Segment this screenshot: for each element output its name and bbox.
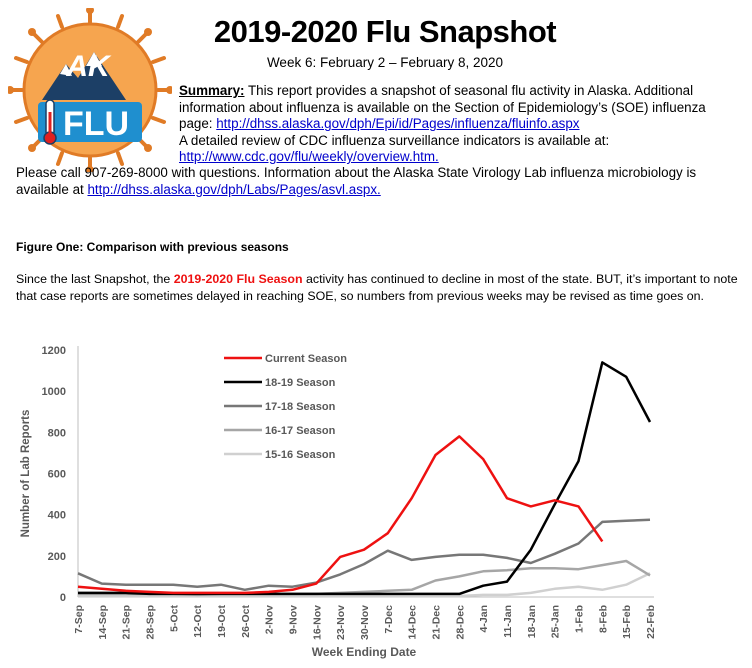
legend-entry: 17-18 Season bbox=[265, 401, 336, 413]
figure-text-after: activity has continued to decline in mos… bbox=[16, 272, 738, 303]
y-tick-label: 600 bbox=[48, 469, 66, 481]
x-tick-label: 23-Nov bbox=[335, 605, 347, 640]
flu-comparison-chart: 0 200 400 600 800 1000 1200 7-Sep 14-Sep 21-Sep 28… bbox=[20, 345, 657, 659]
y-tick-label: 200 bbox=[48, 551, 66, 563]
x-tick-label: 14-Dec bbox=[407, 605, 419, 640]
x-axis-title: Week Ending Date bbox=[312, 645, 417, 659]
x-tick-label: 4-Jan bbox=[478, 605, 490, 632]
x-tick-label: 19-Oct bbox=[216, 605, 228, 638]
x-tick-label: 8-Feb bbox=[597, 605, 609, 633]
x-tick-label: 18-Jan bbox=[526, 605, 538, 638]
series-line-17-18-season bbox=[77, 518, 651, 592]
x-tick-label: 30-Nov bbox=[359, 605, 371, 640]
y-tick-label: 0 bbox=[60, 592, 66, 604]
series-line-18-19-season bbox=[78, 361, 652, 596]
summary-label: Summary: bbox=[179, 83, 245, 98]
summary-text: This report provides a snapshot of seaso… bbox=[179, 83, 706, 131]
x-tick-label: 16-Nov bbox=[311, 605, 323, 640]
x-tick-label: 9-Nov bbox=[288, 605, 300, 634]
figure-description: Since the last Snapshot, the 2019-2020 F… bbox=[16, 271, 740, 304]
x-tick-label: 26-Oct bbox=[240, 605, 252, 638]
legend-entry: Current Season bbox=[265, 353, 347, 365]
x-tick-label: 12-Oct bbox=[192, 605, 204, 638]
series-line-16-17-season bbox=[78, 559, 651, 597]
x-tick-label: 7-Dec bbox=[383, 605, 395, 634]
logo-flu-text: FLU bbox=[63, 105, 129, 143]
cdc-overview-link[interactable]: http://www.cdc.gov/flu/weekly/overview.h… bbox=[179, 149, 439, 164]
contact-paragraph: Please call 907-269-8000 with questions.… bbox=[16, 165, 746, 198]
logo-ak-text: AK bbox=[65, 50, 112, 83]
x-tick-label: 21-Dec bbox=[431, 605, 443, 640]
x-tick-label: 28-Dec bbox=[454, 605, 466, 640]
x-tick-label: 14-Sep bbox=[97, 605, 109, 639]
x-tick-label: 22-Feb bbox=[645, 605, 657, 639]
x-tick-label: 11-Jan bbox=[502, 605, 514, 638]
x-tick-label: 5-Oct bbox=[168, 605, 180, 632]
series-line-current-season bbox=[77, 435, 604, 595]
page-title: 2019-2020 Flu Snapshot bbox=[213, 14, 557, 49]
x-tick-label: 7-Sep bbox=[73, 605, 85, 634]
legend-entry: 18-19 Season bbox=[265, 377, 336, 389]
y-tick-label: 1000 bbox=[42, 386, 66, 398]
week-range: Week 6: February 2 – February 8, 2020 bbox=[266, 55, 504, 70]
y-tick-label: 800 bbox=[48, 427, 66, 439]
virology-lab-link[interactable]: http://dhss.alaska.gov/dph/Labs/Pages/as… bbox=[87, 181, 381, 197]
x-tick-label: 28-Sep bbox=[145, 605, 157, 639]
cdc-review-text: A detailed review of CDC influenza surve… bbox=[179, 132, 610, 148]
x-tick-label: 2-Nov bbox=[264, 605, 276, 634]
figure-text-before: Since the last Snapshot, the bbox=[16, 272, 174, 286]
x-tick-label: 15-Feb bbox=[621, 605, 633, 639]
ak-flu-logo: AK FLU bbox=[8, 8, 172, 172]
x-tick-label: 21-Sep bbox=[121, 605, 133, 639]
summary-paragraph: Summary: This report provides a snapshot… bbox=[179, 83, 739, 166]
x-tick-label: 25-Jan bbox=[550, 605, 562, 638]
y-axis-title: Number of Lab Reports bbox=[20, 410, 32, 538]
series-line-15-16-season bbox=[78, 572, 651, 598]
y-tick-label: 400 bbox=[48, 510, 66, 522]
legend-entry: 16-17 Season bbox=[265, 425, 336, 437]
season-highlight: 2019-2020 Flu Season bbox=[173, 272, 303, 286]
soe-influenza-link[interactable]: http://dhss.alaska.gov/dph/Epi/id/Pages/… bbox=[216, 116, 580, 131]
y-tick-label: 1200 bbox=[42, 345, 66, 357]
legend-entry: 15-16 Season bbox=[265, 449, 336, 461]
figure-title: Figure One: Comparison with previous sea… bbox=[16, 240, 289, 254]
x-tick-label: 1-Feb bbox=[574, 605, 586, 633]
contact-text: Please call 907-269-8000 with questions.… bbox=[16, 165, 697, 197]
